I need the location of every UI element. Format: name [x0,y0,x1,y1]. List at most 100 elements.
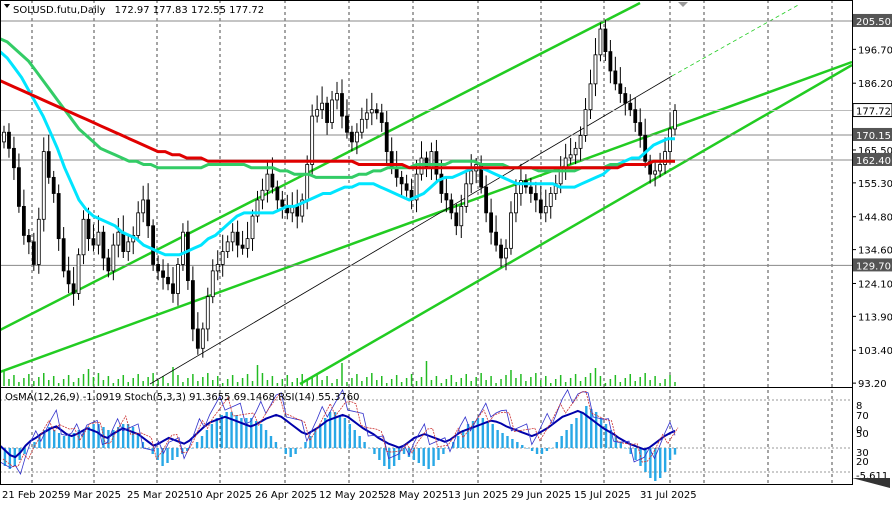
candle-body [126,241,131,252]
dropdown-arrow-icon[interactable] [4,4,10,8]
candle-body [568,154,573,159]
osc-tick-label: -5.611 [856,471,888,482]
osma-bar [186,448,189,451]
osma-bar [437,448,440,460]
candle-body [200,328,205,349]
candle-body [538,199,543,214]
osma-bar [43,430,46,448]
candle-body [51,176,56,194]
candle-body [240,244,245,249]
osma-bar [166,448,169,463]
candle-body [628,102,633,111]
osma-bar [255,421,258,448]
time-tick-label: 25 Mar 2025 [127,490,190,501]
candle-body [419,157,424,175]
candle-body [215,264,220,272]
osma-bar [92,424,95,448]
osma-bar [496,430,499,448]
candle-body [608,51,613,72]
osc-tick-label: 0 [856,425,862,436]
time-tick-label: 29 Jun 2025 [511,490,571,501]
candle-body [653,170,658,175]
osma-bar [663,448,667,472]
candle-body [275,186,280,201]
candle-body [464,183,469,207]
stoch-signal-line [2,391,679,468]
osma-bar [210,424,214,448]
osma-bar [535,448,539,454]
osma-bar [649,448,652,478]
scroll-marker-icon [678,2,688,7]
candle-body [548,193,553,207]
candle-body [31,241,36,265]
candle-body [210,270,215,298]
osma-bar [57,433,61,448]
osma-bar [200,436,204,448]
osma-bar [491,424,494,448]
candle-body [121,231,126,252]
candle-body [354,131,359,143]
osma-bar [176,448,179,457]
price-tick-label: 124.10 [858,279,892,290]
candle-body [156,264,160,272]
osma-bar [62,436,66,448]
osma-bar [284,448,287,454]
shift-marker-icon[interactable] [852,478,890,488]
osma-bar [353,430,356,448]
osma-bar [471,421,475,448]
candle-body [205,296,210,330]
osma-bar [634,448,637,460]
osma-bar [659,448,662,478]
osma-bar [442,448,445,454]
osc-tick-label: 20 [856,457,869,468]
time-tick-label: 26 Apr 2025 [255,490,317,501]
candle-body [2,131,6,143]
osma-bar [259,424,263,448]
osc-tick-label: 8 [856,401,862,412]
osma-bar [432,448,435,466]
osma-bar [230,412,233,448]
time-tick-label: 21 Feb 2025 [2,490,64,501]
price-tick-label: 93.20 [858,379,887,390]
candle-body [71,283,76,294]
osma-bar [48,427,51,448]
osma-bar [112,430,115,448]
osma-bar [117,427,120,448]
candle-body [235,231,240,246]
osma-bar [560,436,563,448]
osma-bar [392,448,396,466]
trend-channels [0,1,853,386]
osma-bar [427,448,430,469]
osma-bar [235,415,238,448]
osma-bar [279,448,283,449]
candle-body [136,212,141,236]
osma-bar [126,424,130,448]
time-tick-label: 13 Jun 2025 [448,490,508,501]
candle-body [643,135,648,162]
candle-body [494,231,498,246]
candle-body [658,164,662,172]
osma-bar [644,448,647,472]
oscillator-header: OsMA(12,26,9) -1.0919 Stoch(5,3,3) 91.36… [5,392,360,403]
osma-bar [457,436,460,448]
candle-body [533,193,538,201]
osma-bar [609,430,613,448]
current-price-label: 177.72 [856,107,891,118]
candle-body [414,173,419,201]
osma-bar [452,442,455,448]
candle-body [46,151,51,178]
candle-body [330,99,334,123]
level-tag [853,152,892,166]
osma-bar [97,424,100,448]
candle-body [345,115,349,133]
candle-body [250,215,255,240]
price-tick-label: 113.90 [858,312,892,323]
price-tick-label: 103.40 [858,346,892,357]
candle-body [484,186,489,214]
candle-body [454,212,459,227]
ohlc-label: 172.97 177.83 172.55 177.72 [115,5,265,16]
osma-bar [343,418,347,448]
time-tick-label: 15 Jul 2025 [574,490,631,501]
stoch-main-line [0,388,676,475]
